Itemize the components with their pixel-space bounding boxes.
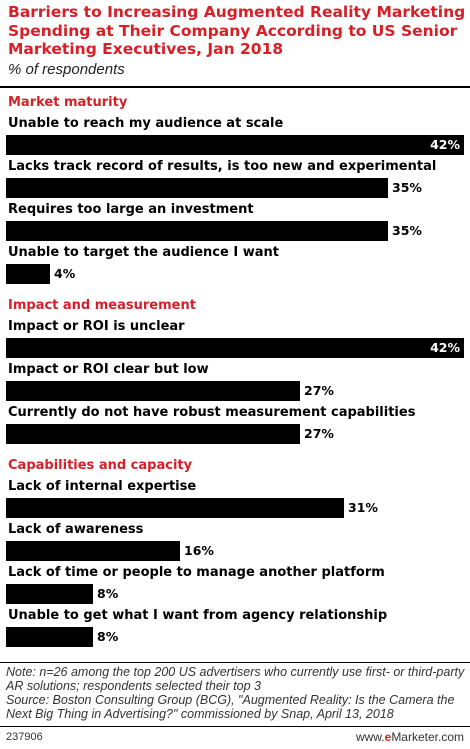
bar [6, 627, 93, 647]
group-label: Market maturity [8, 95, 128, 110]
bar-value-label: 42% [430, 340, 460, 355]
chart-notes: Note: n=26 among the top 200 US advertis… [6, 665, 468, 721]
bar-label: Currently do not have robust measurement… [8, 405, 416, 420]
bar-label: Unable to get what I want from agency re… [8, 608, 388, 623]
bar [6, 264, 50, 284]
bar-label: Unable to reach my audience at scale [8, 116, 284, 131]
bar-label: Lack of internal expertise [8, 479, 197, 494]
bar-label: Lacks track record of results, is too ne… [8, 159, 437, 174]
bar-value-label: 31% [348, 500, 378, 515]
bar [6, 498, 344, 518]
bar-value-label: 8% [97, 629, 119, 644]
chart-title: Barriers to Increasing Augmented Reality… [8, 3, 466, 58]
bar-label: Unable to target the audience I want [8, 245, 279, 260]
footer-divider [0, 726, 470, 727]
bar-value-label: 35% [392, 223, 422, 238]
bar [6, 135, 464, 155]
bar-value-label: 35% [392, 180, 422, 195]
chart-id: 237906 [6, 731, 43, 743]
chart-subtitle: % of respondents [8, 61, 125, 78]
brand-suffix: Marketer.com [391, 730, 464, 744]
bar-label: Lack of awareness [8, 522, 144, 537]
bar-label: Lack of time or people to manage another… [8, 565, 385, 580]
bar [6, 221, 388, 241]
bar [6, 541, 180, 561]
brand-e: e [384, 730, 392, 744]
bar [6, 178, 388, 198]
bar-value-label: 27% [304, 426, 334, 441]
bar [6, 424, 300, 444]
bar-value-label: 4% [54, 266, 76, 281]
bar-label: Impact or ROI clear but low [8, 362, 209, 377]
title-divider [0, 86, 470, 88]
bar-label: Requires too large an investment [8, 202, 254, 217]
brand-logo[interactable]: www.eMarketer.com [356, 730, 464, 744]
group-label: Impact and measurement [8, 298, 196, 313]
bar [6, 584, 93, 604]
bar [6, 381, 300, 401]
bar-value-label: 16% [184, 543, 214, 558]
group-label: Capabilities and capacity [8, 458, 193, 473]
bar [6, 338, 464, 358]
bar-value-label: 42% [430, 137, 460, 152]
bar-value-label: 8% [97, 586, 119, 601]
brand-prefix: www. [355, 730, 385, 744]
chart-source: Source: Boston Consulting Group (BCG), "… [6, 693, 455, 721]
chart-note: Note: n=26 among the top 200 US advertis… [6, 665, 465, 693]
note-divider [0, 662, 470, 663]
bar-value-label: 27% [304, 383, 334, 398]
bar-label: Impact or ROI is unclear [8, 319, 185, 334]
